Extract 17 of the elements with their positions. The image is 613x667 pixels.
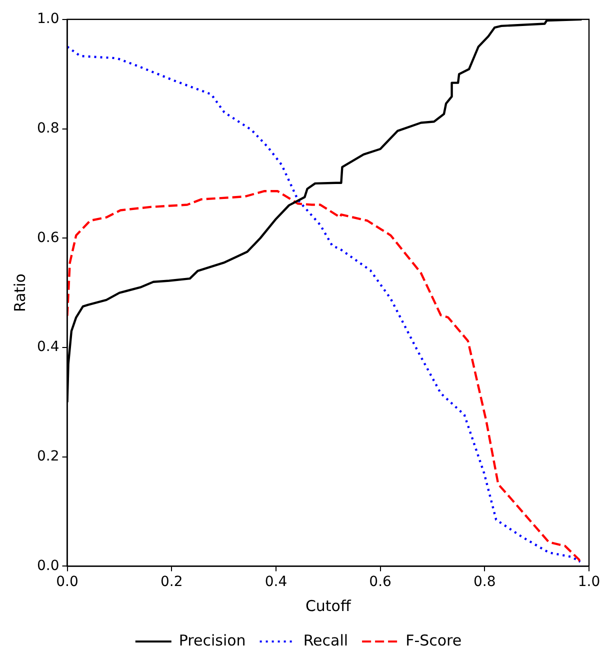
y-tick-label: 0.6 xyxy=(37,230,60,246)
legend-label: Recall xyxy=(303,631,348,650)
y-tick-label: 0.0 xyxy=(37,558,60,574)
x-tick-label: 0.8 xyxy=(474,574,496,590)
x-tick-label: 0.6 xyxy=(369,574,392,590)
x-tick-label: 0.4 xyxy=(264,574,288,590)
x-tick-label: 1.0 xyxy=(578,574,600,590)
y-tick-label: 0.8 xyxy=(37,120,60,136)
y-tick-label: 0.4 xyxy=(37,339,60,356)
y-tick-label: 0.2 xyxy=(37,448,60,464)
x-tick-label: 0.0 xyxy=(56,574,78,590)
y-axis-title: Ratio xyxy=(10,274,29,312)
x-tick-label: 0.2 xyxy=(160,574,183,590)
y-tick-label: 1.0 xyxy=(37,11,60,28)
legend-label: F-Score xyxy=(406,631,462,650)
legend-label: Precision xyxy=(178,631,246,650)
x-axis-title: Cutoff xyxy=(305,596,352,615)
